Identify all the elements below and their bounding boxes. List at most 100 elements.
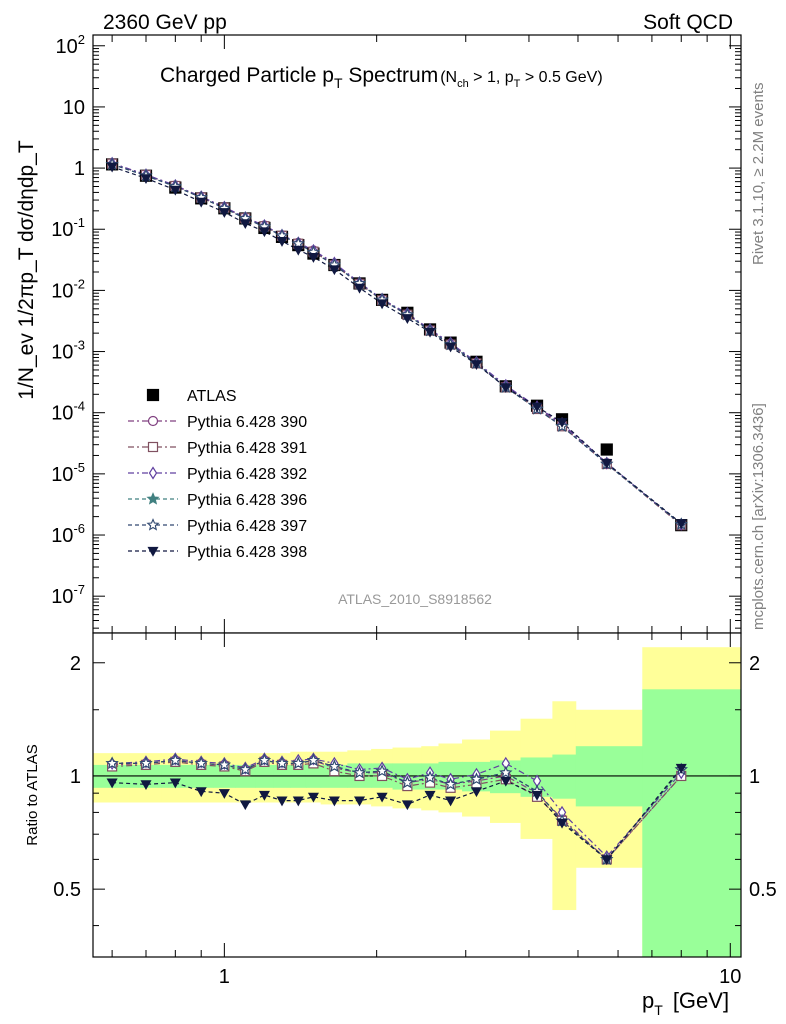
ytick-label: 10-3: [51, 338, 85, 364]
ratio-point: [257, 753, 272, 767]
total-uncertainty-band: [552, 701, 577, 911]
ytick-label-base: 10: [51, 586, 73, 608]
spectrum-point: [556, 418, 568, 428]
legend-label: Pythia 6.428 392: [187, 466, 307, 483]
ratio-markers-5: [106, 763, 687, 866]
spectrum-point: [376, 299, 388, 310]
spectrum-point: [675, 519, 687, 530]
ytick-label-exp: -4: [73, 399, 85, 414]
legend-label: Pythia 6.428 398: [187, 544, 307, 561]
ratio-point: [443, 777, 458, 790]
spectrum-series-5: [111, 163, 682, 525]
title-cond: (N: [440, 69, 457, 86]
ratio-point: [531, 790, 543, 801]
analysis-tag: ATLAS_2010_S8918562: [338, 591, 492, 607]
spectrum-ylabel: 1/N_ev 1/2πp_T dσ/dηdp_T: [15, 140, 38, 400]
title-cond-sub2: T: [514, 78, 521, 90]
spectrum-point: [328, 265, 340, 276]
ytick-label: 10-5: [51, 460, 85, 486]
spectrum-point: [218, 208, 230, 218]
ratio-point: [195, 787, 207, 798]
ratio-ytick-label-right: 2: [749, 653, 760, 675]
ytick-label-base: 10: [51, 280, 73, 302]
ratio-line-4: [112, 759, 682, 861]
ratio-point: [470, 787, 482, 798]
ratio-point: [675, 763, 687, 774]
spectrum-point: [353, 283, 366, 294]
spectrum-point: [601, 458, 613, 469]
mcplots-label: mcplots.cern.ch [arXiv:1306.3436]: [750, 403, 767, 630]
ratio-markers-4: [105, 753, 688, 865]
legend-label: Pythia 6.428 396: [187, 492, 307, 509]
ytick-label-base: 10: [51, 219, 73, 241]
ytick-label-exp: -1: [73, 215, 85, 230]
legend: ATLAS Pythia 6.428 390 Pythia 6.428 391 Pyt…: [128, 388, 307, 561]
ytick-label: 10-7: [51, 582, 85, 608]
ratio-ytick-label-left: 0.5: [53, 879, 81, 901]
ratio-point: [352, 765, 367, 779]
ratio-axes: 0.5 0.5 1 1 2 2 1 10: [53, 632, 777, 988]
ratio-point: [168, 753, 182, 767]
legend-entry-0: ATLAS: [146, 388, 237, 405]
spectrum-line-6: [111, 166, 682, 524]
ratio-point: [239, 800, 251, 811]
ratio-point: [400, 775, 414, 789]
spectrum-point: [258, 227, 270, 238]
spectrum-point: [531, 402, 543, 413]
ratio-line-1: [112, 761, 682, 861]
title-main: Charged Particle p: [160, 64, 334, 87]
spectrum-point: [195, 197, 207, 208]
ratio-point: [328, 796, 340, 807]
ytick-label-exp: -7: [73, 582, 85, 597]
ytick-label: 10-1: [51, 215, 85, 241]
legend-marker: [147, 441, 159, 453]
spectrum-series-6: [111, 166, 682, 524]
ratio-series-4: [112, 759, 682, 861]
ratio-series-2: [112, 758, 682, 858]
ratio-panel: [93, 633, 741, 957]
ratio-ytick-label-right: 0.5: [749, 879, 777, 901]
spectrum-title: Charged Particle pT Spectrum (Nch > 1, pT…: [160, 64, 603, 91]
ratio-point: [306, 753, 321, 767]
xaxis-label: pT [GeV]: [642, 988, 729, 1018]
ytick-label-exp: -6: [73, 521, 85, 536]
ratio-series-1: [112, 761, 682, 861]
spectrum-point: [239, 219, 251, 230]
legend-label: Pythia 6.428 390: [187, 414, 307, 431]
ytick-label-exp: -3: [73, 338, 85, 353]
ratio-point: [217, 757, 231, 771]
spectrum-point: [424, 327, 436, 338]
ratio-point: [423, 770, 437, 784]
ratio-point: [258, 790, 270, 801]
title-cond-end: > 0.5 GeV): [520, 69, 602, 86]
spectrum-point: [140, 174, 152, 185]
ratio-point: [376, 792, 388, 803]
spectrum-line-5: [111, 163, 682, 525]
ratio-point: [375, 764, 389, 777]
title-rest: Spectrum: [343, 64, 439, 87]
ratio-ytick-label-right: 1: [749, 766, 760, 788]
stat-uncertainty-band: [642, 689, 741, 957]
ratio-point: [499, 765, 513, 779]
legend-label: Pythia 6.428 391: [187, 440, 307, 457]
spectrum-plot-area: [93, 35, 741, 633]
ratio-point: [292, 796, 304, 807]
ratio-point: [601, 855, 613, 866]
ratio-point: [194, 756, 208, 769]
ytick-label: 1: [74, 158, 85, 180]
ratio-point: [353, 796, 366, 807]
legend-marker: [146, 492, 160, 505]
ytick-label-exp: -2: [73, 276, 85, 291]
ytick-label-base: 10: [51, 342, 73, 364]
legend-entry-2: Pythia 6.428 391: [128, 440, 307, 457]
ytick-label-base: 10: [51, 525, 73, 547]
ratio-point: [218, 789, 230, 799]
header-energy-label: 2360 GeV pp: [103, 11, 227, 34]
title-cond-mid: > 1, p: [469, 69, 514, 86]
spectrum-series: [105, 156, 688, 532]
ratio-point: [139, 756, 153, 769]
ratio-point: [105, 756, 119, 769]
spectrum-point: [106, 162, 118, 173]
ratio-point: [140, 780, 152, 791]
ytick-label: 102: [56, 32, 85, 58]
